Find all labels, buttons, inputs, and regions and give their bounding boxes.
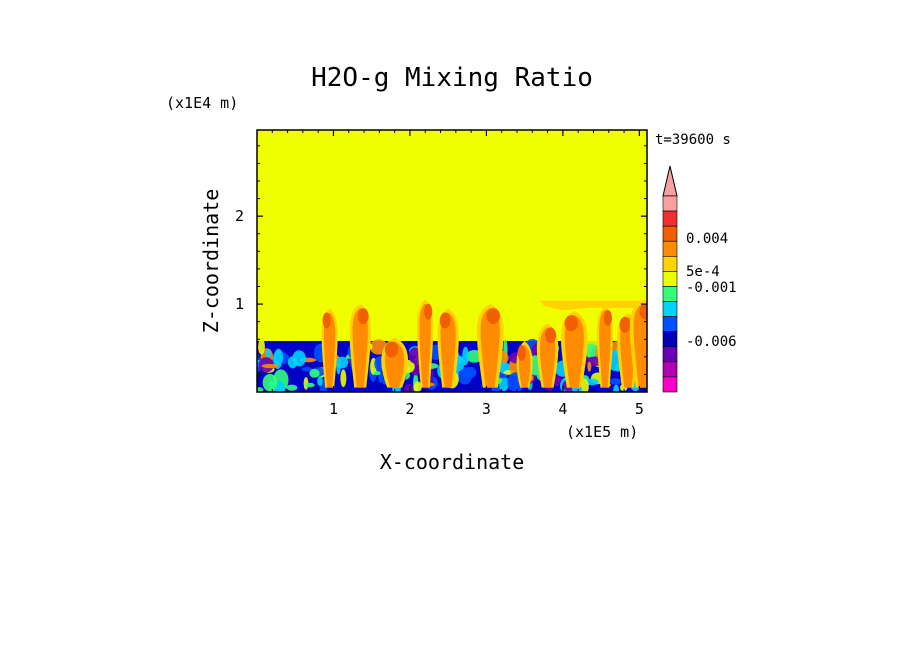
upper-layer	[539, 300, 647, 311]
plume	[476, 304, 504, 388]
plume	[560, 311, 588, 388]
colorbar-segment	[662, 331, 678, 348]
plume	[437, 308, 459, 388]
eddy	[292, 350, 306, 367]
plume-core	[357, 308, 369, 325]
plume	[381, 337, 409, 388]
x-unit-label: (x1E5 m)	[566, 423, 638, 441]
plume-inner	[599, 309, 611, 388]
eddy	[373, 371, 381, 376]
axes: 1 2 3 4 5 1 2	[235, 130, 647, 418]
plume-inner	[564, 315, 584, 388]
colorbar-segment	[662, 256, 678, 272]
plume-core	[639, 303, 647, 320]
time-label: t=39600 s	[655, 132, 731, 148]
eddy	[258, 338, 265, 355]
eddy	[340, 369, 347, 388]
y-unit-label: (x1E4 m)	[166, 94, 238, 112]
y-tick-label: 2	[235, 207, 244, 225]
colorbar-label: 0.004	[686, 231, 728, 247]
x-tick-label: 3	[482, 400, 491, 418]
plume-inner	[352, 308, 368, 388]
eddy	[261, 363, 279, 369]
x-tick-label: 5	[635, 400, 644, 418]
plume-inner	[440, 312, 456, 388]
colorbar: 0.004 5e-4-0.001 -0.006	[662, 165, 737, 393]
eddy	[608, 378, 622, 385]
eddy	[304, 382, 315, 388]
plume	[417, 299, 434, 388]
plume-core	[384, 341, 399, 358]
eddy	[265, 349, 271, 358]
colorbar-segment	[662, 195, 678, 212]
colorbar-segment	[662, 376, 678, 393]
plume	[629, 299, 647, 388]
x-tick-label: 4	[558, 400, 567, 418]
colorbar-label: -0.001	[686, 280, 737, 296]
plume-core	[439, 312, 451, 329]
eddy	[262, 373, 278, 392]
plume	[516, 341, 533, 388]
eddy	[336, 356, 349, 369]
x-tick-label: 1	[329, 400, 338, 418]
eddy	[413, 381, 422, 392]
eddy	[274, 348, 284, 366]
plume-core	[424, 303, 433, 320]
y-axis-label: Z-coordinate	[199, 189, 223, 334]
plume	[321, 308, 338, 388]
eddy	[587, 361, 592, 372]
plume	[349, 304, 371, 388]
plume-inner	[419, 303, 431, 388]
eddy	[257, 387, 264, 392]
eddy	[378, 372, 384, 383]
colorbar-segment	[662, 271, 678, 287]
colorbar-segment	[662, 361, 678, 378]
eddy	[309, 368, 320, 378]
plume-inner	[480, 308, 500, 388]
colorbar-segment	[662, 286, 678, 302]
colorbar-arrow	[662, 165, 678, 197]
plume-core	[564, 315, 579, 332]
plume-core	[486, 308, 500, 325]
plume-core	[603, 309, 612, 326]
colorbar-label: -0.006	[686, 334, 737, 350]
colorbar-segment	[662, 316, 678, 332]
eddy	[464, 366, 477, 379]
plume-core	[517, 345, 526, 362]
plot-frame	[256, 129, 648, 393]
colorbar-segment	[662, 346, 678, 363]
plume-inner	[633, 303, 647, 388]
y-tick-label: 1	[235, 295, 244, 313]
eddy	[317, 376, 323, 387]
eddy	[404, 383, 414, 392]
eddy	[583, 343, 598, 358]
eddy	[286, 384, 298, 391]
eddy	[613, 384, 620, 392]
colorbar-segment	[662, 210, 678, 227]
colorbar-segment	[662, 240, 678, 257]
x-axis-label: X-coordinate	[380, 450, 525, 474]
chart-title: H2O-g Mixing Ratio	[311, 63, 593, 93]
colorbar-label: 5e-4	[686, 264, 720, 280]
plume-core	[545, 327, 556, 344]
plume-inner	[323, 312, 336, 388]
plot-area	[257, 130, 647, 392]
plume-core	[322, 312, 331, 329]
eddy	[301, 367, 313, 372]
plume-core	[619, 316, 631, 333]
plume	[596, 305, 613, 388]
x-tick-label: 2	[405, 400, 414, 418]
colorbar-segment	[662, 225, 678, 242]
colorbar-segment	[662, 301, 678, 317]
plume	[536, 323, 559, 388]
